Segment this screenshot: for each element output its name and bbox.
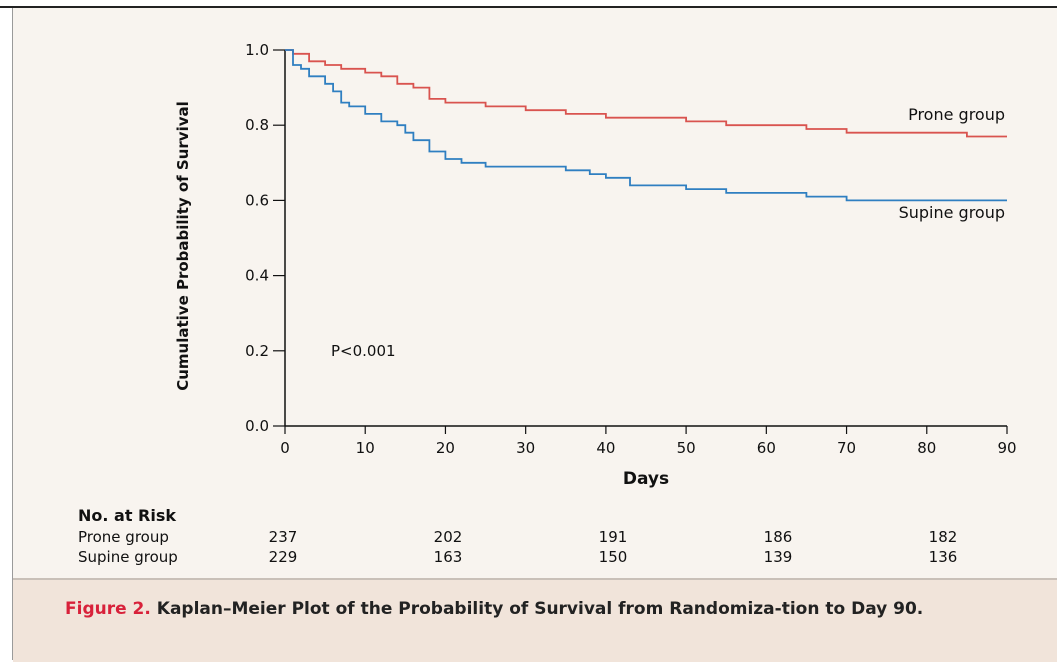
chart-labels: Days Cumulative Probability of Survival Pr…: [174, 101, 1005, 489]
y-tick-label: 0.2: [245, 342, 269, 360]
km-plot: 0.0 0.2 0.4 0.6 0.8 1.0 0 10 20 30 40 50 60 70 80 90 Da…: [174, 41, 1017, 489]
x-tick-label: 90: [997, 439, 1016, 457]
risk-row-prone: Prone group 237 202 191 186 182: [78, 528, 1057, 548]
caption-label: Figure 2.: [65, 599, 151, 619]
x-tick-label: 70: [837, 439, 856, 457]
risk-row-supine: Supine group 229 163 150 139 136: [78, 548, 1057, 568]
top-rule: [0, 6, 1057, 8]
risk-row-label: Prone group: [78, 528, 169, 546]
x-tick-label: 30: [516, 439, 535, 457]
risk-cell: 202: [433, 528, 463, 546]
y-tick-label: 1.0: [245, 41, 269, 59]
figure-panel: 0.0 0.2 0.4 0.6 0.8 1.0 0 10 20 30 40 50 60 70 80 90 Da…: [13, 8, 1057, 578]
x-tick-label: 10: [356, 439, 375, 457]
x-tick-label: 50: [677, 439, 696, 457]
caption-body: Kaplan–Meier Plot of the Probability of …: [156, 599, 924, 619]
x-axis-title: Days: [623, 469, 669, 489]
y-tick-label: 0.0: [245, 417, 269, 435]
y-tick-label: 0.8: [245, 116, 269, 134]
x-tick-label: 60: [757, 439, 776, 457]
series-lines: [285, 49, 1007, 202]
y-tick-label: 0.6: [245, 191, 269, 209]
prone-survival-curve: [285, 49, 1007, 138]
figure-caption: Figure 2. Kaplan–Meier Plot of the Proba…: [13, 578, 1057, 662]
y-axis-title: Cumulative Probability of Survival: [174, 101, 192, 391]
risk-cell: 136: [928, 548, 958, 566]
risk-cell: 186: [763, 528, 793, 546]
axes: 0.0 0.2 0.4 0.6 0.8 1.0 0 10 20 30 40 50 60 70 80 90: [245, 41, 1016, 457]
x-tick-label: 0: [280, 439, 290, 457]
x-tick-label: 80: [917, 439, 936, 457]
risk-cell: 191: [598, 528, 628, 546]
supine-survival-curve: [285, 49, 1007, 202]
risk-cell: 139: [763, 548, 793, 566]
risk-row-label: Supine group: [78, 548, 178, 566]
p-value-annotation: P<0.001: [331, 342, 396, 360]
risk-cell: 163: [433, 548, 463, 566]
risk-cell: 229: [268, 548, 298, 566]
risk-cell: 182: [928, 528, 958, 546]
prone-group-label: Prone group: [908, 105, 1005, 124]
x-tick-label: 20: [436, 439, 455, 457]
risk-table: No. at Risk Prone group 237 202 191 186 …: [78, 506, 1057, 586]
left-rule: [12, 8, 13, 660]
risk-cell: 150: [598, 548, 628, 566]
supine-group-label: Supine group: [899, 203, 1005, 222]
risk-table-title: No. at Risk: [78, 506, 177, 525]
y-tick-label: 0.4: [245, 267, 269, 285]
caption-text: Figure 2. Kaplan–Meier Plot of the Proba…: [65, 596, 1025, 623]
risk-cell: 237: [268, 528, 298, 546]
x-tick-label: 40: [596, 439, 615, 457]
